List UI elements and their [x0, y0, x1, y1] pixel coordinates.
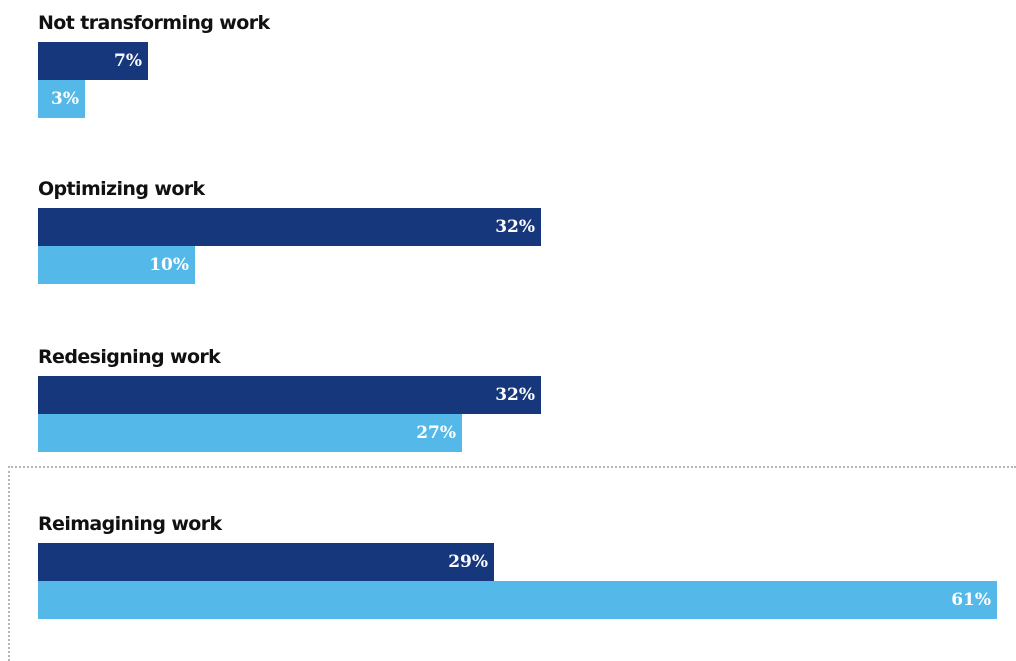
- bar-dark: [38, 543, 494, 581]
- data-label: 3%: [51, 89, 79, 109]
- data-label: 61%: [951, 590, 991, 610]
- category-label: Redesigning work: [38, 346, 221, 368]
- bar-light: [38, 581, 997, 619]
- data-label: 10%: [149, 255, 189, 275]
- bar-dark: [38, 208, 541, 246]
- category-label: Optimizing work: [38, 178, 205, 200]
- data-label: 32%: [495, 385, 535, 405]
- category-label: Not transforming work: [38, 12, 270, 34]
- bar-light: [38, 246, 195, 284]
- data-label: 7%: [114, 51, 142, 71]
- bar-light: [38, 414, 462, 452]
- highlight-box: [8, 466, 1016, 661]
- data-label: 29%: [448, 552, 488, 572]
- data-label: 32%: [495, 217, 535, 237]
- bar-light: [38, 80, 85, 118]
- bar-dark: [38, 42, 148, 80]
- category-label: Reimagining work: [38, 513, 222, 535]
- bar-dark: [38, 376, 541, 414]
- data-label: 27%: [416, 423, 456, 443]
